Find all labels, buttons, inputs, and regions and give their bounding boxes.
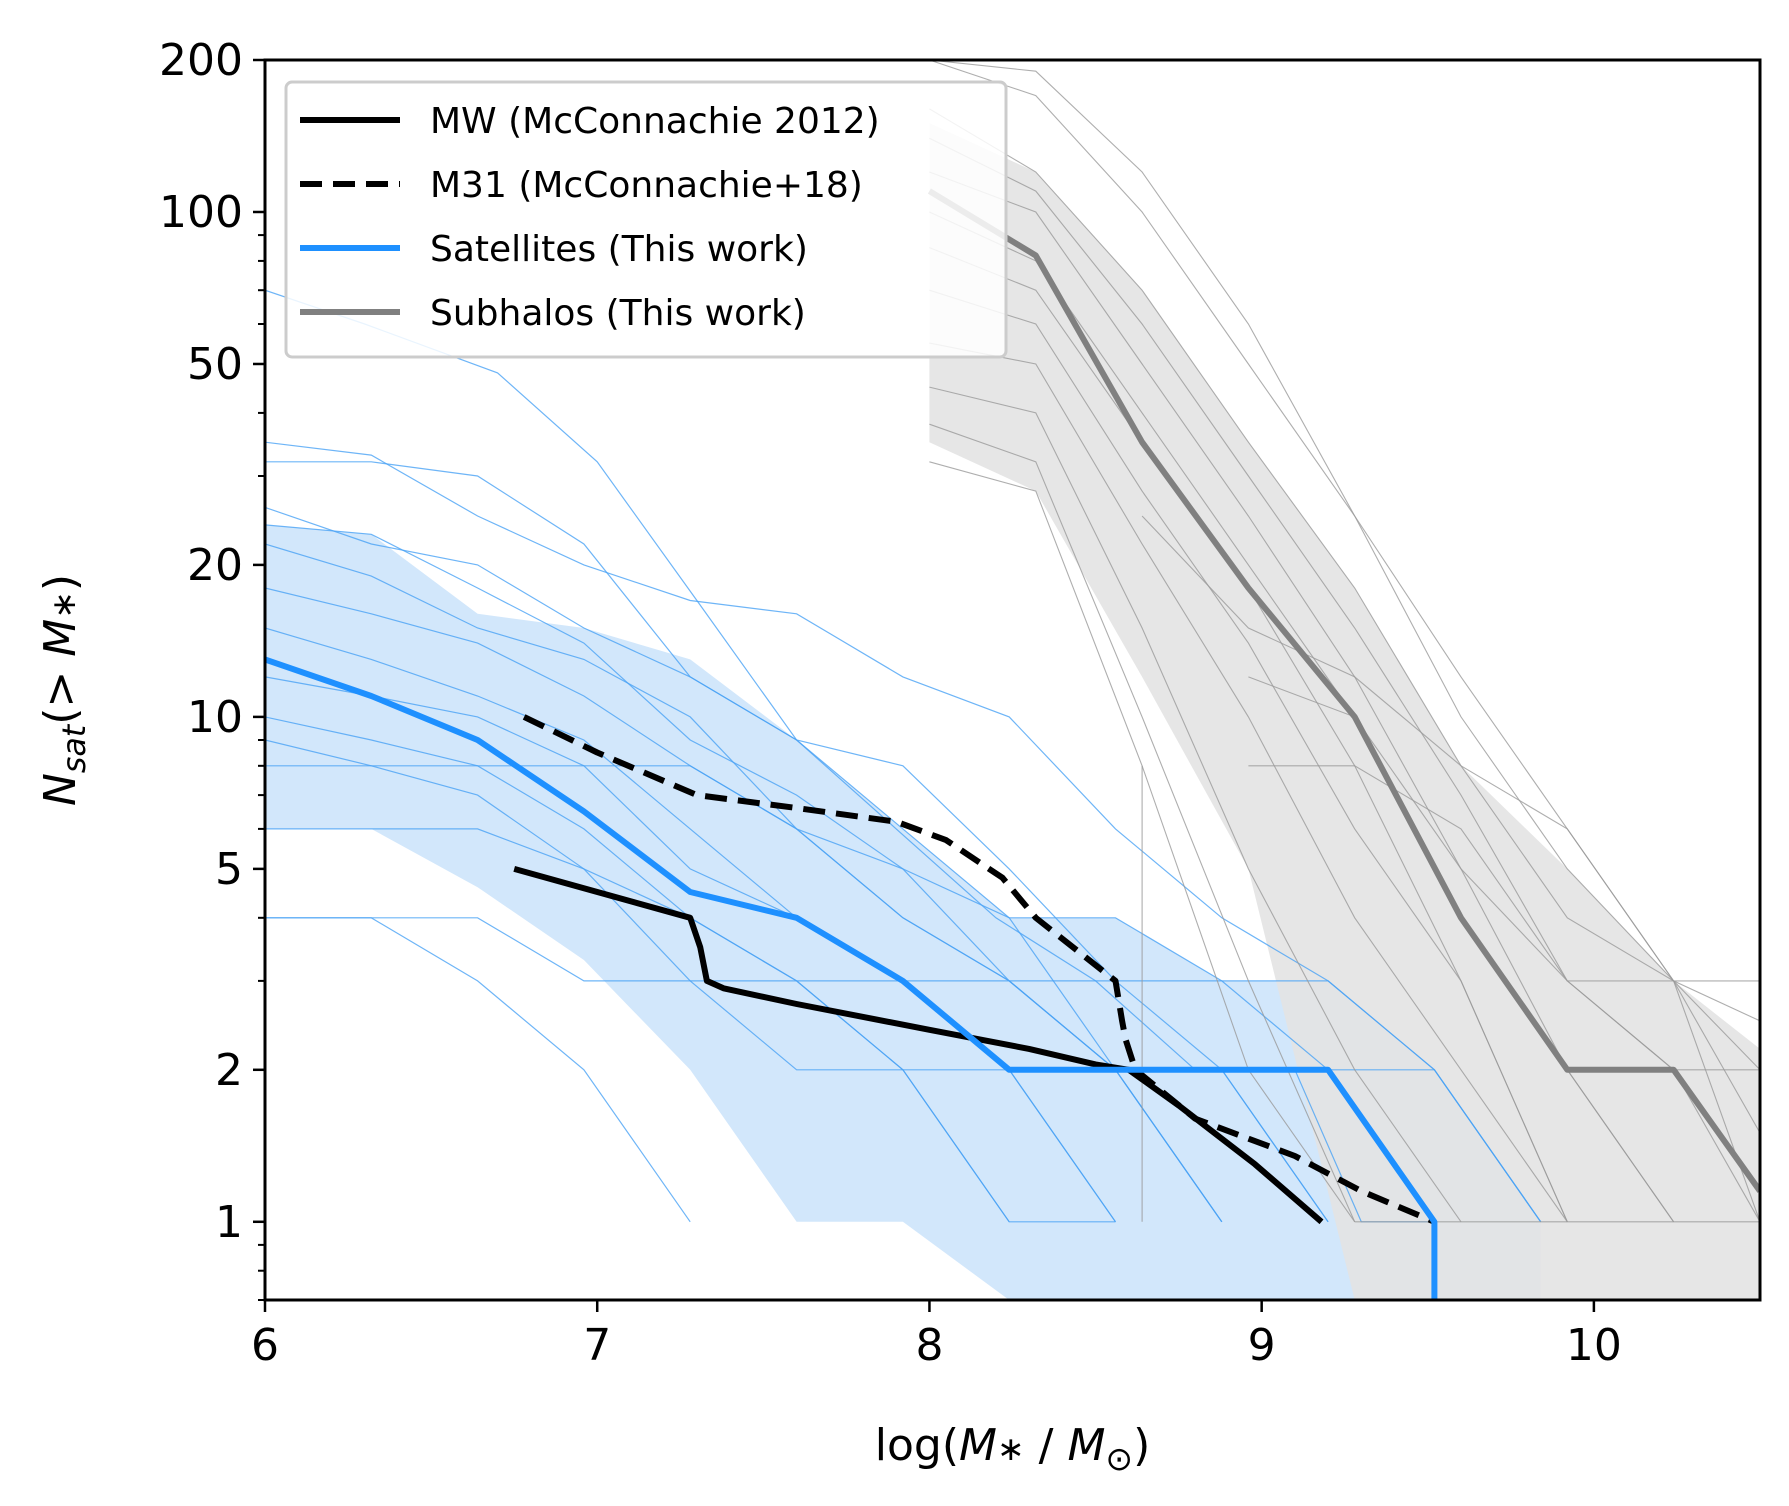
y-tick-label: 10 <box>187 692 243 743</box>
y-tick-label: 50 <box>187 339 243 390</box>
subhalo-realization-line <box>1141 515 1760 1022</box>
plot-frame <box>263 58 1762 1302</box>
x-axis-label: log(M∗ / M⊙) <box>875 1420 1150 1478</box>
y-tick-label: 2 <box>215 1045 243 1096</box>
legend-items: MW (McConnachie 2012) M31 (McConnachie+18… <box>300 101 880 334</box>
legend-label-subhalos-this-work: Subhalos (This work) <box>430 293 806 334</box>
subhalos-this-work-line <box>927 188 1760 1193</box>
subhalo-realization-line <box>929 386 1462 1223</box>
satellite-realization-line <box>265 506 1223 1223</box>
y-tick-label: 1 <box>215 1197 243 1248</box>
y-tick-label: 20 <box>187 540 243 591</box>
subhalo-realization-line <box>929 108 1760 1222</box>
subhalo-realization-line <box>929 60 1760 1134</box>
legend-label-satellites-this-work: Satellites (This work) <box>430 229 808 270</box>
x-tick-label: 7 <box>583 1320 611 1371</box>
satellite-realization-line <box>265 828 1010 1223</box>
satellites-this-work-band <box>265 524 1541 1300</box>
x-tick-label: 10 <box>1566 1320 1622 1371</box>
x-tick-label: 8 <box>915 1320 943 1371</box>
y-tick-label: 100 <box>159 187 243 238</box>
legend: MW (McConnachie 2012) M31 (McConnachie+18… <box>284 80 1008 359</box>
y-axis-label: Nsat(> M∗) <box>35 574 93 806</box>
y-tick-label: 5 <box>215 844 243 895</box>
m31-mcconnachie-18-line <box>522 714 1436 1225</box>
axis-ticks: 6 7 8 9 10 1 2 5 10 20 50 100 200 <box>159 35 1622 1371</box>
subhalo-realization-line <box>929 171 1675 1223</box>
subhalo-realization-line <box>929 342 1568 1223</box>
y-tick-label: 200 <box>159 35 243 86</box>
legend-label-m31-mcconnachie-18: M31 (McConnachie+18) <box>430 165 863 206</box>
subhalo-realization-line <box>929 289 1568 1223</box>
subhalo-realization-line <box>1248 676 1760 1071</box>
subhalos-this-work-band <box>929 123 1760 1300</box>
main-series <box>265 188 1760 1300</box>
x-tick-label: 9 <box>1248 1320 1276 1371</box>
legend-label-mw-mcconnachie-2012: MW (McConnachie 2012) <box>430 101 880 142</box>
legend-box <box>284 80 1008 359</box>
satellites-this-work-line <box>265 656 1438 1300</box>
subhalo-realization-line <box>1248 765 1760 982</box>
x-tick-label: 6 <box>251 1320 279 1371</box>
scatter-bands <box>265 123 1760 1300</box>
subhalo-realization-line <box>929 423 1356 1223</box>
